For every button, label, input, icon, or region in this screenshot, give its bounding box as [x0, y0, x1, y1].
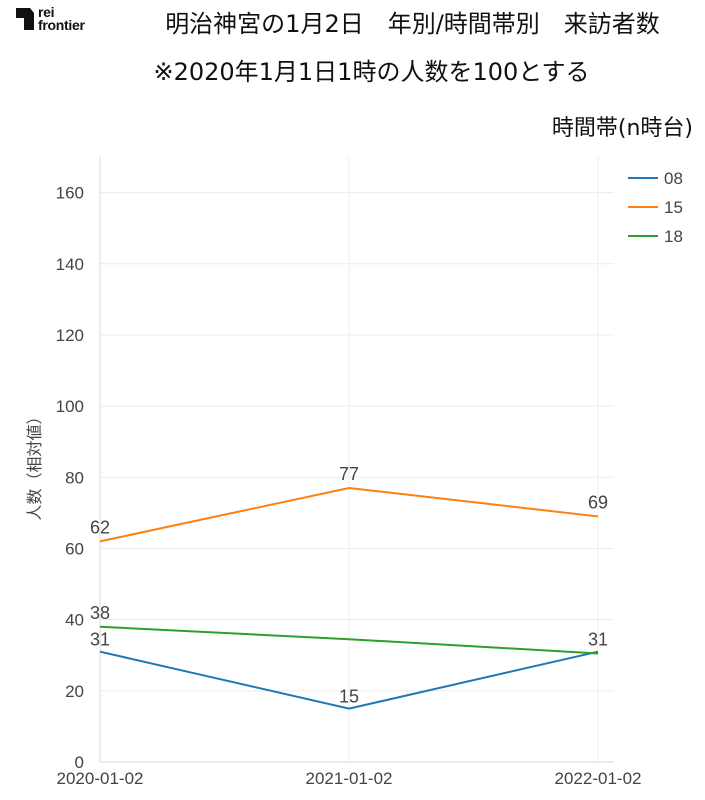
legend[interactable]: 08 15 18	[628, 169, 683, 246]
data-label-08: 31	[90, 630, 110, 650]
chart-title: 明治神宮の1月2日 年別/時間帯別 来訪者数	[165, 10, 660, 38]
logo-mark-icon	[16, 8, 34, 30]
y-tick-label: 0	[75, 753, 84, 772]
legend-item-18[interactable]: 18	[664, 227, 683, 246]
data-labels: 31 15 31 62 77 69 38	[90, 464, 608, 707]
data-label-08: 15	[339, 687, 359, 707]
logo-text: rei frontier	[38, 4, 85, 33]
legend-item-15[interactable]: 15	[664, 198, 683, 217]
y-axis-label: 人数（相対値）	[25, 408, 44, 520]
y-tick-label: 100	[56, 397, 84, 416]
x-tick-label: 2020-01-02	[57, 769, 144, 788]
y-tick-label: 160	[56, 184, 84, 203]
y-tick-label: 120	[56, 326, 84, 345]
y-tick-label: 140	[56, 255, 84, 274]
x-tick-label: 2022-01-02	[555, 769, 642, 788]
chart-subtitle: ※2020年1月1日1時の人数を100とする	[153, 58, 590, 86]
series-lines	[99, 486, 599, 710]
logo-line2: frontier	[38, 17, 85, 33]
data-label-15: 77	[339, 464, 359, 484]
legend-item-08[interactable]: 08	[664, 169, 683, 188]
legend-title: 時間帯(n時台)	[551, 116, 693, 141]
data-label-15: 62	[90, 517, 110, 537]
y-tick-label: 60	[65, 539, 84, 558]
logo-line1: rei	[38, 4, 55, 20]
axes: 0 20 40 60 80 100 120 140 160 2020-01-02 2021-01-0…	[56, 157, 642, 788]
y-tick-label: 80	[65, 468, 84, 487]
x-tick-label: 2021-01-02	[306, 769, 393, 788]
data-label-08: 31	[588, 630, 608, 650]
y-tick-label: 40	[65, 611, 84, 630]
data-label-18: 38	[90, 603, 110, 623]
grid-lines	[99, 157, 614, 763]
rei-frontier-logo: rei frontier	[16, 4, 112, 46]
data-label-15: 69	[588, 492, 608, 512]
y-tick-label: 20	[65, 682, 84, 701]
